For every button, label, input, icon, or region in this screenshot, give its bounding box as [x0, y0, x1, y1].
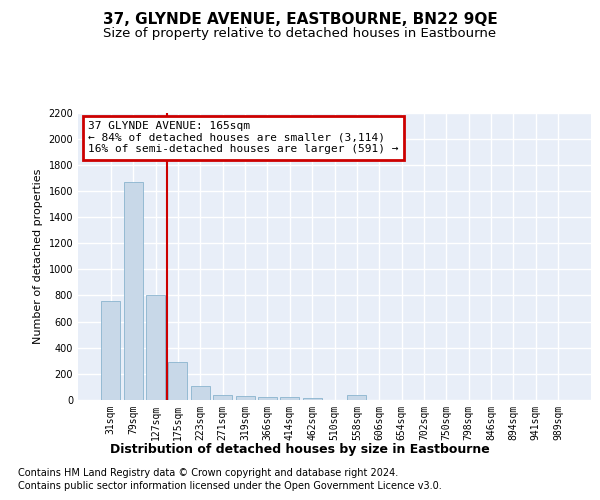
- Text: Contains HM Land Registry data © Crown copyright and database right 2024.: Contains HM Land Registry data © Crown c…: [18, 468, 398, 477]
- Bar: [258, 398, 277, 400]
- Bar: [101, 300, 121, 400]
- Bar: [169, 362, 187, 400]
- Text: 37, GLYNDE AVENUE, EASTBOURNE, BN22 9QE: 37, GLYNDE AVENUE, EASTBOURNE, BN22 9QE: [103, 12, 497, 28]
- Text: Distribution of detached houses by size in Eastbourne: Distribution of detached houses by size …: [110, 442, 490, 456]
- Bar: [280, 398, 299, 400]
- Bar: [302, 398, 322, 400]
- Bar: [213, 395, 232, 400]
- Bar: [347, 395, 367, 400]
- Bar: [146, 296, 165, 400]
- Text: Contains public sector information licensed under the Open Government Licence v3: Contains public sector information licen…: [18, 481, 442, 491]
- Text: 37 GLYNDE AVENUE: 165sqm
← 84% of detached houses are smaller (3,114)
16% of sem: 37 GLYNDE AVENUE: 165sqm ← 84% of detach…: [88, 121, 399, 154]
- Bar: [191, 386, 210, 400]
- Y-axis label: Number of detached properties: Number of detached properties: [33, 168, 43, 344]
- Bar: [236, 396, 254, 400]
- Bar: [124, 182, 143, 400]
- Text: Size of property relative to detached houses in Eastbourne: Size of property relative to detached ho…: [103, 28, 497, 40]
